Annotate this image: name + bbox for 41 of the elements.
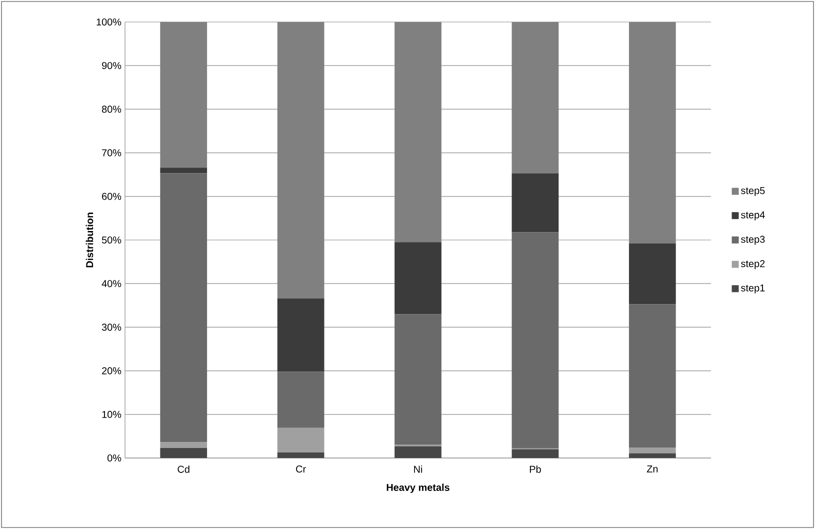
bar bbox=[277, 452, 324, 458]
y-tick-label: 90% bbox=[102, 62, 122, 70]
bar bbox=[394, 314, 442, 444]
bar bbox=[160, 442, 208, 448]
bar bbox=[512, 232, 559, 448]
y-tick-label: 10% bbox=[102, 410, 122, 418]
y-tick-label: 70% bbox=[102, 149, 122, 156]
legend-label: step1 bbox=[741, 284, 765, 294]
x-tick-label: Ni bbox=[414, 466, 422, 473]
y-tick-label: 20% bbox=[102, 367, 122, 374]
bar bbox=[277, 372, 324, 428]
y-tick-label: 80% bbox=[102, 106, 122, 113]
y-tick-label: 100% bbox=[96, 18, 122, 26]
y-tick-label: 50% bbox=[102, 236, 122, 244]
x-tick-label: Cr bbox=[296, 466, 306, 473]
y-tick-label: 0% bbox=[107, 454, 122, 462]
legend-label: step4 bbox=[741, 211, 765, 220]
x-axis-title: Heavy metals bbox=[386, 484, 450, 493]
bar bbox=[394, 242, 442, 314]
legend-label: step5 bbox=[741, 187, 765, 196]
bar bbox=[160, 168, 208, 174]
bar bbox=[160, 448, 208, 458]
bar bbox=[277, 298, 324, 372]
y-tick-label: 40% bbox=[102, 280, 122, 288]
bar bbox=[512, 173, 559, 232]
bar bbox=[628, 448, 676, 454]
bar bbox=[394, 446, 442, 458]
x-tick-label: Zn bbox=[646, 466, 658, 472]
bar bbox=[628, 453, 676, 458]
y-tick-label: 60% bbox=[102, 192, 122, 200]
bar bbox=[628, 243, 676, 304]
x-tick-label: Cd bbox=[178, 466, 190, 473]
x-tick-label: Pb bbox=[530, 466, 541, 473]
bar bbox=[160, 173, 208, 442]
bar bbox=[628, 304, 676, 448]
legend-label: step3 bbox=[741, 236, 765, 245]
legend-label: step2 bbox=[741, 260, 765, 270]
bar bbox=[277, 428, 324, 452]
y-axis-title: Distribution bbox=[86, 212, 94, 268]
bar bbox=[512, 449, 559, 458]
y-tick-label: 30% bbox=[102, 324, 122, 331]
